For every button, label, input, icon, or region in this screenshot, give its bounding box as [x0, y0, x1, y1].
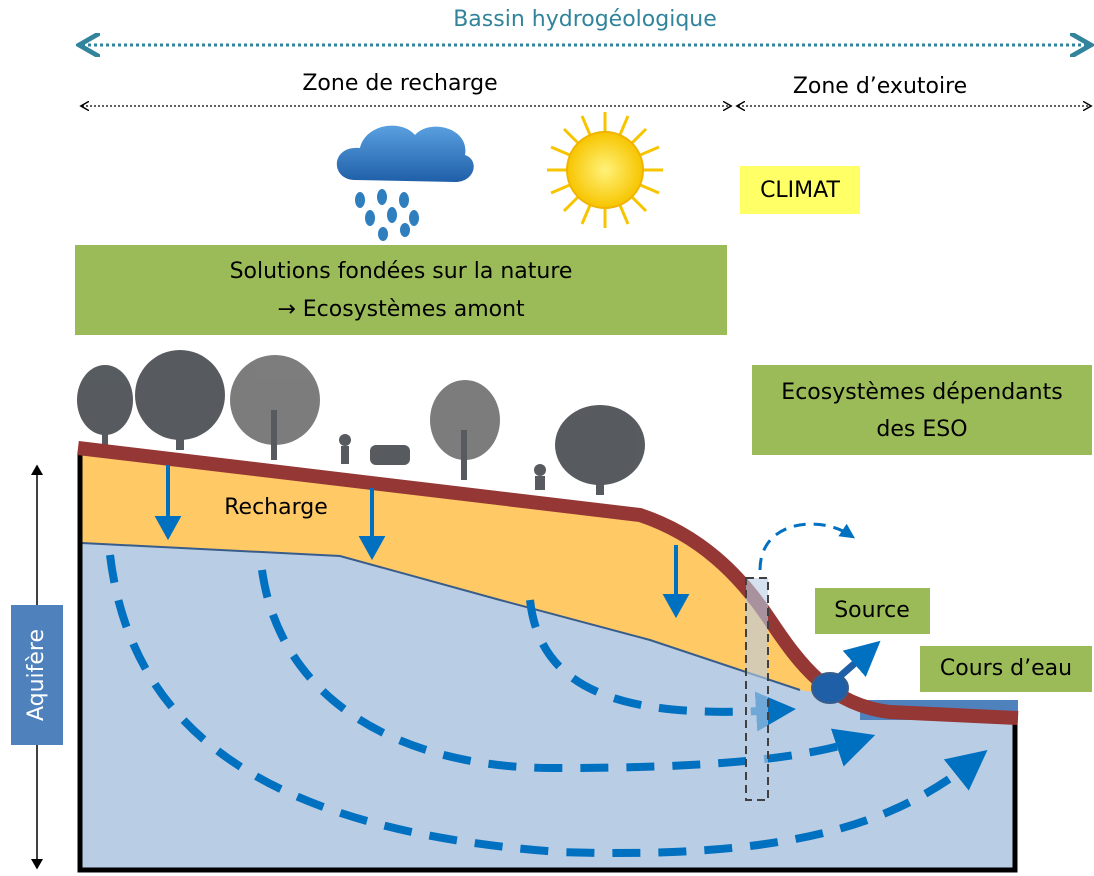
solutions-label: Solutions fondées sur la nature [230, 259, 573, 284]
ecosystemes-label: Ecosystèmes dépendants [781, 380, 1062, 405]
zone-recharge: Zone de recharge [302, 71, 497, 96]
rain-cloud [337, 126, 474, 241]
recharge-label: Recharge [224, 495, 328, 520]
climat-label: CLIMAT [760, 178, 840, 203]
sun [547, 112, 663, 228]
title: Bassin hydrogéologique [453, 7, 717, 32]
well [746, 578, 768, 800]
solutions-label: → Ecosystèmes amont [277, 297, 525, 322]
evap-arrow [760, 524, 850, 570]
source-label: Source [834, 598, 910, 623]
river-label: Cours d’eau [940, 656, 1072, 681]
diagram: Bassin hydrogéologique Zone de recharge … [0, 0, 1094, 876]
spring-arrow [838, 650, 870, 678]
aquifer-label: Aquifère [24, 629, 49, 721]
ecosystemes-label: des ESO [876, 417, 967, 442]
zone-exutoire: Zone d’exutoire [793, 74, 967, 99]
